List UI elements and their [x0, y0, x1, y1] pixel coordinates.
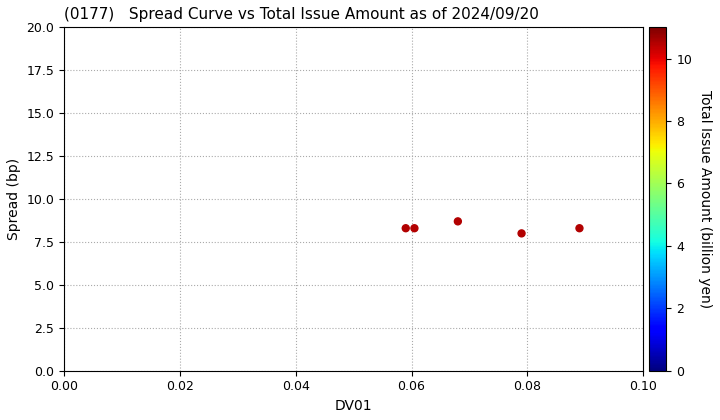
- Point: [400, 225, 412, 231]
- X-axis label: DV01: DV01: [335, 399, 372, 413]
- Point: [516, 230, 527, 237]
- Point: [574, 225, 585, 231]
- Point: [409, 225, 420, 231]
- Y-axis label: Total Issue Amount (billion yen): Total Issue Amount (billion yen): [698, 90, 711, 308]
- Y-axis label: Spread (bp): Spread (bp): [7, 158, 21, 240]
- Point: [452, 218, 464, 225]
- Text: (0177)   Spread Curve vs Total Issue Amount as of 2024/09/20: (0177) Spread Curve vs Total Issue Amoun…: [64, 7, 539, 22]
